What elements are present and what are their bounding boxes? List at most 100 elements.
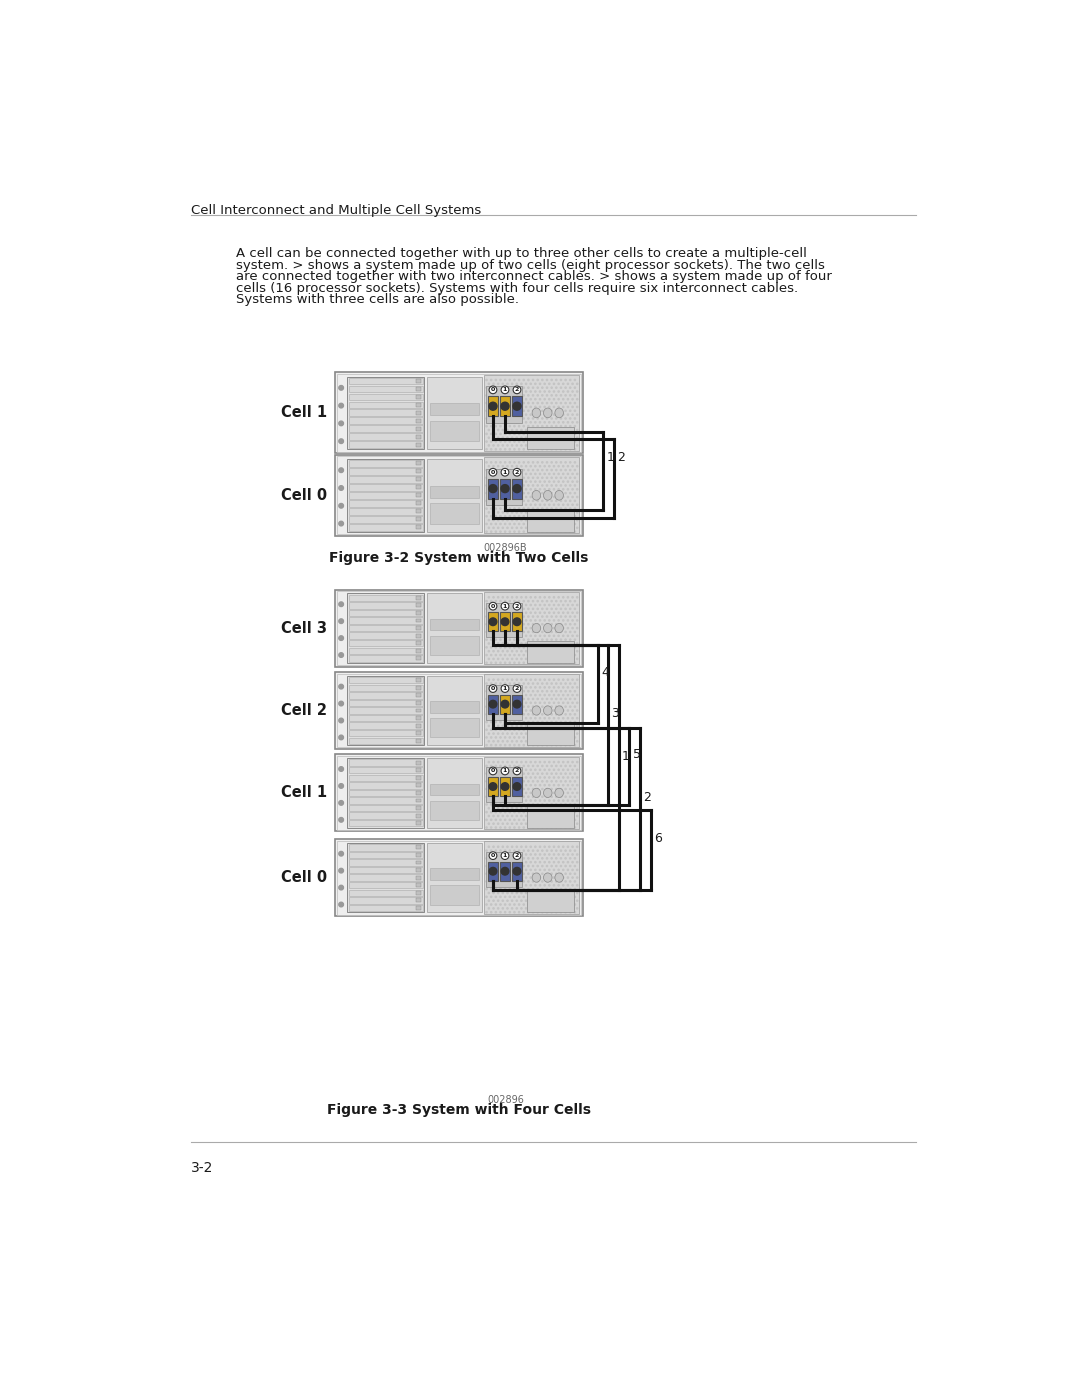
Bar [431,619,478,630]
Circle shape [513,386,521,394]
Bar [484,675,579,746]
Bar [512,694,522,714]
Bar [349,476,422,483]
Bar [417,813,421,817]
Bar [349,760,422,766]
Bar [500,694,510,714]
Bar [500,612,510,631]
Circle shape [513,767,521,775]
Circle shape [489,868,497,875]
Circle shape [501,700,509,708]
Bar [431,420,478,441]
Circle shape [339,521,343,525]
Bar [417,597,421,599]
Text: Cell 2: Cell 2 [281,703,327,718]
Circle shape [513,602,521,610]
Bar [428,759,482,827]
Bar [349,409,422,416]
Bar [349,386,422,393]
Ellipse shape [532,705,541,715]
Bar [349,731,422,736]
Bar [527,891,575,912]
Bar [337,374,581,451]
Circle shape [489,617,497,626]
Bar [486,468,522,504]
Bar [417,469,421,474]
Bar [349,692,422,698]
Bar [349,468,422,475]
Bar [349,866,422,873]
Bar [349,648,422,654]
Text: 1: 1 [606,451,615,464]
Bar [431,486,478,497]
Bar [500,479,510,499]
Text: 2: 2 [617,451,625,464]
Bar [417,708,421,712]
Bar [349,441,422,448]
Bar [500,777,510,796]
Ellipse shape [555,623,564,633]
Bar [486,852,522,887]
Ellipse shape [532,788,541,798]
Bar [349,890,422,895]
Bar [349,782,422,788]
Bar [417,876,421,880]
Bar [417,724,421,728]
Bar [488,397,498,416]
Text: Figure 3-2 System with Two Cells: Figure 3-2 System with Two Cells [329,550,589,566]
Ellipse shape [555,490,564,500]
Circle shape [339,602,343,606]
Bar [349,685,422,692]
Bar [431,784,478,795]
Bar [512,479,522,499]
Circle shape [501,402,509,411]
Bar [335,840,583,916]
Ellipse shape [555,788,564,798]
Bar [417,905,421,909]
Bar [417,898,421,902]
Ellipse shape [543,788,552,798]
Text: Cell Interconnect and Multiple Cell Systems: Cell Interconnect and Multiple Cell Syst… [191,204,481,217]
Ellipse shape [543,705,552,715]
Circle shape [489,852,497,859]
Circle shape [339,386,343,390]
Bar [512,397,522,416]
Bar [348,377,424,450]
Text: A cell can be connected together with up to three other cells to create a multip: A cell can be connected together with up… [235,247,807,260]
Text: 6: 6 [654,831,662,845]
Circle shape [339,486,343,490]
Bar [417,493,421,497]
Text: 3-2: 3-2 [191,1161,213,1175]
Bar [348,676,424,745]
Bar [349,524,422,531]
Text: 2: 2 [515,604,519,609]
Bar [417,604,421,608]
Circle shape [339,902,343,907]
Text: 1: 1 [503,469,508,475]
Bar [417,634,421,637]
Text: 2: 2 [644,791,651,803]
Bar [417,419,421,423]
Bar [337,673,581,747]
Bar [431,404,478,415]
Circle shape [501,767,509,775]
Bar [417,485,421,489]
Bar [527,724,575,745]
Bar [335,672,583,749]
Bar [431,800,478,820]
Bar [431,636,478,655]
Text: 1: 1 [503,854,508,858]
Bar [349,789,422,796]
Bar [349,602,422,609]
Circle shape [489,700,497,708]
Bar [417,502,421,506]
Ellipse shape [555,705,564,715]
Bar [431,886,478,904]
Bar [349,492,422,499]
Bar [335,373,583,453]
Circle shape [339,636,343,640]
Bar [484,457,579,534]
Bar [337,841,581,915]
Bar [349,483,422,490]
Bar [337,457,581,534]
